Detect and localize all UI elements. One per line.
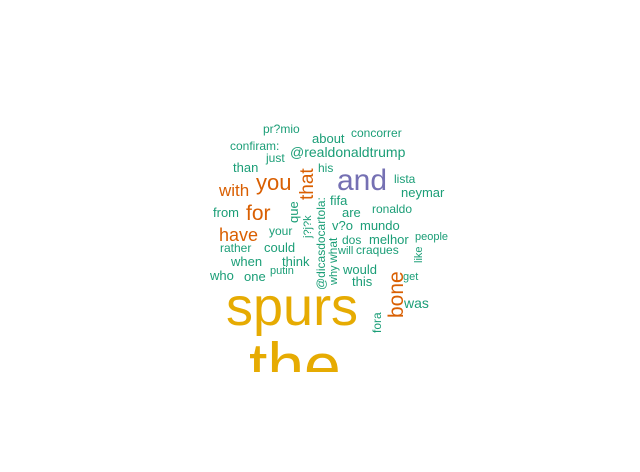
word-cloud-word: people (415, 231, 449, 243)
word-cloud-word: from (213, 205, 239, 220)
word-cloud-word: this (352, 274, 373, 289)
word-cloud-word: just (266, 151, 285, 165)
word-cloud-word: get (403, 271, 419, 283)
word-cloud-word: j?j?k (302, 215, 314, 238)
word-cloud-word: when (231, 254, 263, 269)
word-cloud-word: rather (220, 241, 252, 255)
word-cloud-word: what (326, 237, 340, 263)
word-cloud-word: neymar (401, 185, 445, 200)
word-cloud-word: pr?mio (263, 122, 300, 136)
word-cloud-word: your (269, 224, 293, 238)
word-cloud-word: dos (342, 233, 362, 247)
word-cloud-word: @realdonaldtrump (290, 144, 406, 160)
word-cloud-word: confiram: (230, 139, 280, 153)
word-cloud-word: for (246, 202, 271, 225)
word-cloud-word: have (219, 225, 259, 245)
word-cloud-word: you (256, 170, 292, 195)
word-cloud-word: that (297, 168, 318, 200)
word-cloud-word: melhor (369, 232, 409, 247)
word-cloud-word: like (413, 246, 425, 263)
word-cloud-word: would (343, 262, 377, 277)
word-cloud-word: with (219, 181, 250, 200)
word-cloud-word: than (233, 160, 259, 175)
word-cloud-word: lista (394, 172, 416, 186)
word-cloud-word: about (312, 131, 345, 146)
word-cloud-word: the (249, 329, 341, 372)
word-cloud-word: his (318, 161, 334, 175)
word-cloud-area: the spurs and you that with for have bone @realdo… (210, 122, 449, 372)
word-cloud-word: fifa (330, 193, 348, 208)
word-cloud-word: craques (356, 243, 399, 257)
word-cloud-word: que (286, 201, 301, 223)
word-cloud-word: ronaldo (372, 202, 413, 216)
word-cloud-word: spurs (226, 277, 359, 337)
word-cloud-word: why (328, 265, 340, 285)
word-cloud-word: who (210, 268, 234, 283)
word-cloud-word: will (338, 245, 354, 257)
word-cloud-word: one (244, 269, 266, 284)
word-cloud-word: could (264, 240, 296, 255)
word-cloud-word: and (337, 164, 388, 197)
word-cloud-word: are (342, 205, 361, 220)
word-cloud-word: fora (370, 312, 384, 333)
word-cloud-word: think (282, 254, 310, 269)
word-cloud-word: concorrer (351, 126, 402, 140)
word-cloud-word: mundo (360, 218, 400, 233)
word-cloud-word: v?o (332, 218, 353, 233)
word-cloud-word: putin (270, 265, 294, 277)
word-cloud-word: was (404, 295, 429, 311)
